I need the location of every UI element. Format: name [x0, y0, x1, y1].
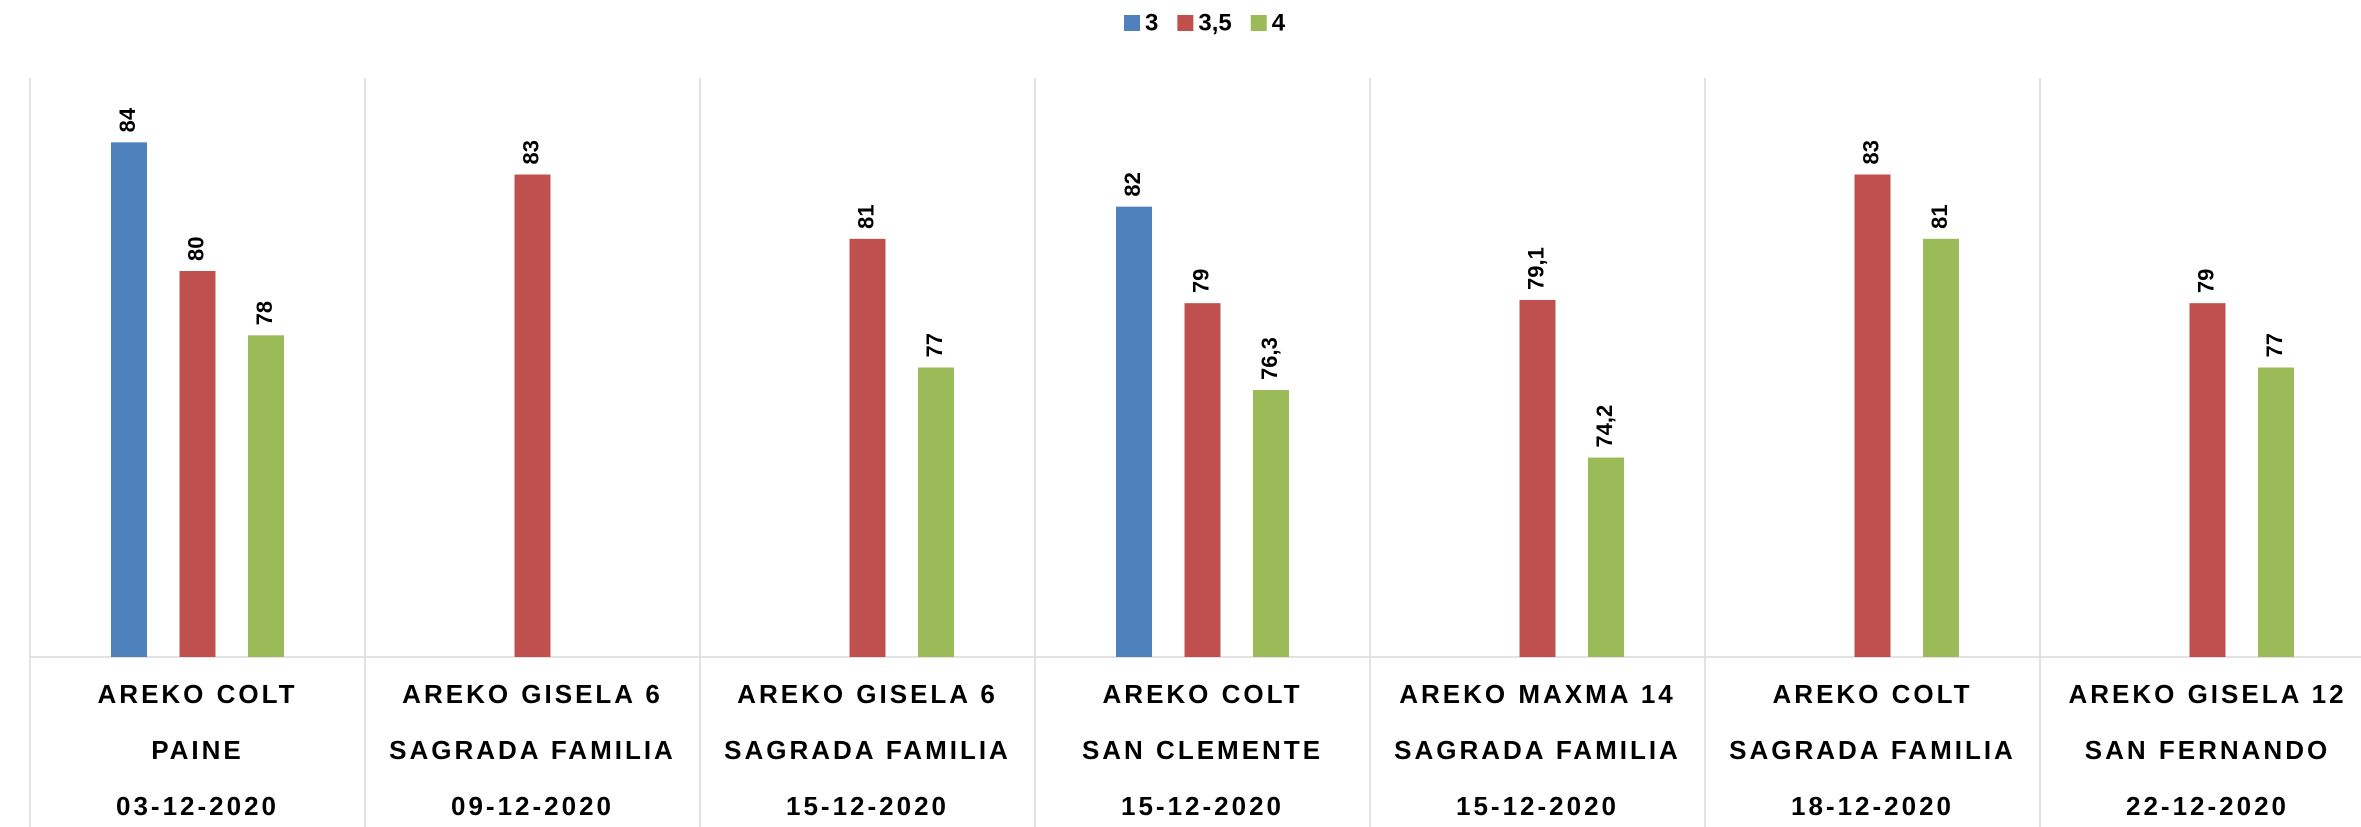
- x-tick-label: 15-12-2020: [1121, 791, 1284, 821]
- bar: [918, 367, 954, 657]
- value-label: 82: [1120, 172, 1145, 196]
- value-label: 80: [183, 237, 208, 261]
- bar: [111, 142, 147, 658]
- legend-label: 3: [1145, 9, 1158, 36]
- bar: [2258, 367, 2294, 657]
- value-label: 74,2: [1592, 405, 1617, 448]
- bar: [179, 271, 216, 657]
- value-label: 83: [518, 140, 543, 164]
- x-tick-label: SAGRADA FAMILIA: [724, 735, 1011, 765]
- legend-swatch: [1177, 15, 1194, 31]
- value-label: 77: [2262, 333, 2287, 357]
- x-tick-label: AREKO COLT: [1773, 679, 1973, 709]
- x-tick-label: 15-12-2020: [786, 791, 949, 821]
- x-tick-label: 22-12-2020: [2126, 791, 2289, 821]
- x-tick-label: SAN FERNANDO: [2085, 735, 2330, 765]
- value-label: 84: [115, 107, 140, 132]
- value-label: 79: [1188, 269, 1213, 293]
- x-tick-label: AREKO COLT: [98, 679, 298, 709]
- x-tick-label: AREKO GISELA 6: [737, 679, 998, 709]
- x-tick-label: AREKO COLT: [1103, 679, 1303, 709]
- legend-swatch: [1250, 15, 1267, 31]
- bar: [514, 174, 551, 657]
- legend-swatch: [1124, 15, 1140, 31]
- value-label: 76,3: [1257, 337, 1282, 380]
- value-label: 78: [252, 301, 277, 325]
- bar: [1923, 238, 1959, 658]
- bar: [248, 335, 284, 657]
- value-label: 81: [1927, 204, 1952, 228]
- value-label: 81: [853, 204, 878, 228]
- value-label: 83: [1858, 140, 1883, 164]
- value-label: 77: [922, 333, 947, 357]
- bar: [1116, 206, 1152, 657]
- bar: [1519, 299, 1556, 657]
- bar: [2189, 303, 2226, 657]
- bar: [1253, 390, 1289, 657]
- x-tick-label: AREKO GISELA 6: [402, 679, 663, 709]
- value-label: 79,1: [1523, 247, 1548, 290]
- x-tick-label: 18-12-2020: [1791, 791, 1954, 821]
- x-tick-label: 09-12-2020: [451, 791, 614, 821]
- x-tick-label: SAN CLEMENTE: [1082, 735, 1323, 765]
- bar: [1184, 303, 1221, 657]
- x-tick-label: 15-12-2020: [1456, 791, 1619, 821]
- x-tick-label: AREKO GISELA 12: [2068, 679, 2346, 709]
- x-tick-label: SAGRADA FAMILIA: [389, 735, 676, 765]
- x-tick-label: SAGRADA FAMILIA: [1394, 735, 1681, 765]
- x-tick-label: PAINE: [151, 735, 244, 765]
- bar: [1588, 457, 1624, 657]
- value-label: 79: [2193, 269, 2218, 293]
- x-tick-label: 03-12-2020: [116, 791, 279, 821]
- legend-label: 3,5: [1198, 9, 1231, 36]
- bar: [1854, 174, 1891, 657]
- bar: [849, 238, 886, 658]
- legend-label: 4: [1272, 9, 1286, 36]
- x-tick-label: AREKO MAXMA 14: [1399, 679, 1676, 709]
- x-tick-label: SAGRADA FAMILIA: [1729, 735, 2016, 765]
